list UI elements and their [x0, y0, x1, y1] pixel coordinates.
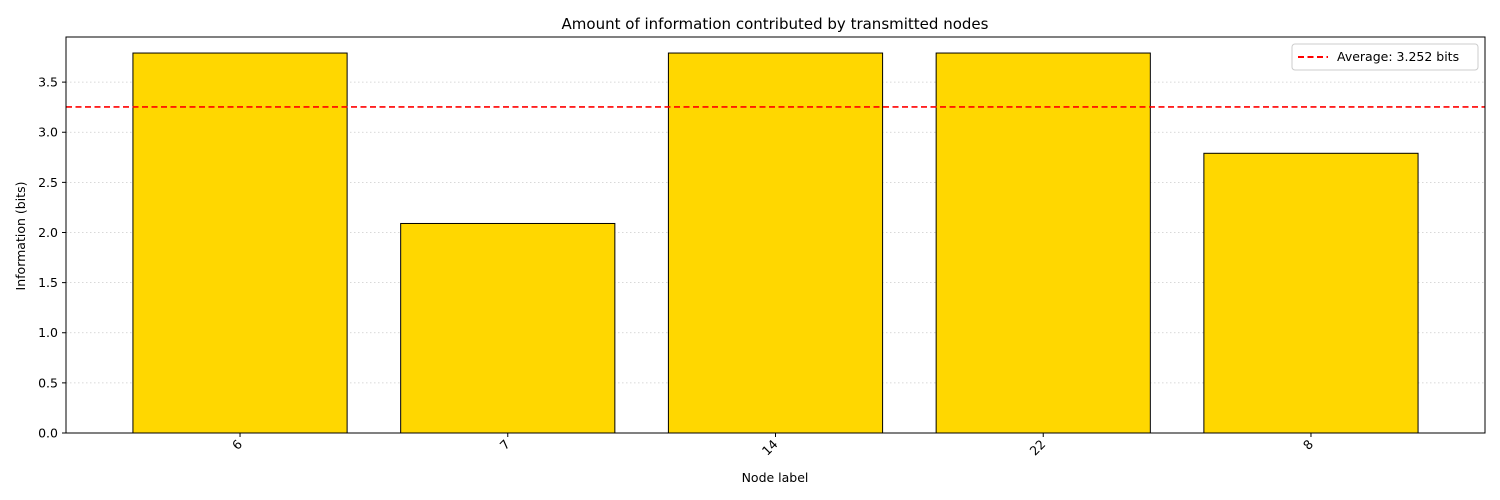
- y-tick-label: 3.0: [38, 125, 58, 140]
- legend-box: [1291, 43, 1479, 71]
- y-tick-label: 1.0: [38, 325, 58, 340]
- legend-label: Average: 3.252 bits: [1337, 49, 1459, 64]
- x-axis-label: Node label: [742, 470, 809, 485]
- bars: [132, 52, 1419, 434]
- bar: [132, 52, 348, 434]
- x-tick-label: 7: [497, 437, 513, 453]
- y-axis: 0.0 0.5 1.0 1.5 2.0 2.5 3.0 3.5: [38, 75, 66, 441]
- y-tick-label: 1.5: [38, 275, 58, 290]
- bar: [935, 52, 1151, 434]
- y-tick-label: 2.0: [38, 225, 58, 240]
- x-tick-label: 6: [229, 436, 245, 452]
- legend: Average: 3.252 bits: [1291, 43, 1479, 71]
- x-axis: 6 7 14 22 8: [229, 433, 1316, 458]
- bar: [400, 222, 616, 434]
- x-tick-label: 14: [759, 436, 781, 458]
- bar: [1203, 152, 1419, 434]
- bar: [667, 52, 884, 434]
- y-tick-label: 0.5: [38, 375, 58, 390]
- y-axis-label: Information (bits): [13, 182, 28, 291]
- y-tick-label: 2.5: [38, 175, 58, 190]
- y-tick-label: 0.0: [38, 426, 58, 441]
- x-tick-label: 8: [1300, 436, 1316, 452]
- x-tick-label: 22: [1027, 437, 1049, 459]
- y-tick-label: 3.5: [38, 75, 58, 90]
- chart-title: Amount of information contributed by tra…: [562, 15, 989, 33]
